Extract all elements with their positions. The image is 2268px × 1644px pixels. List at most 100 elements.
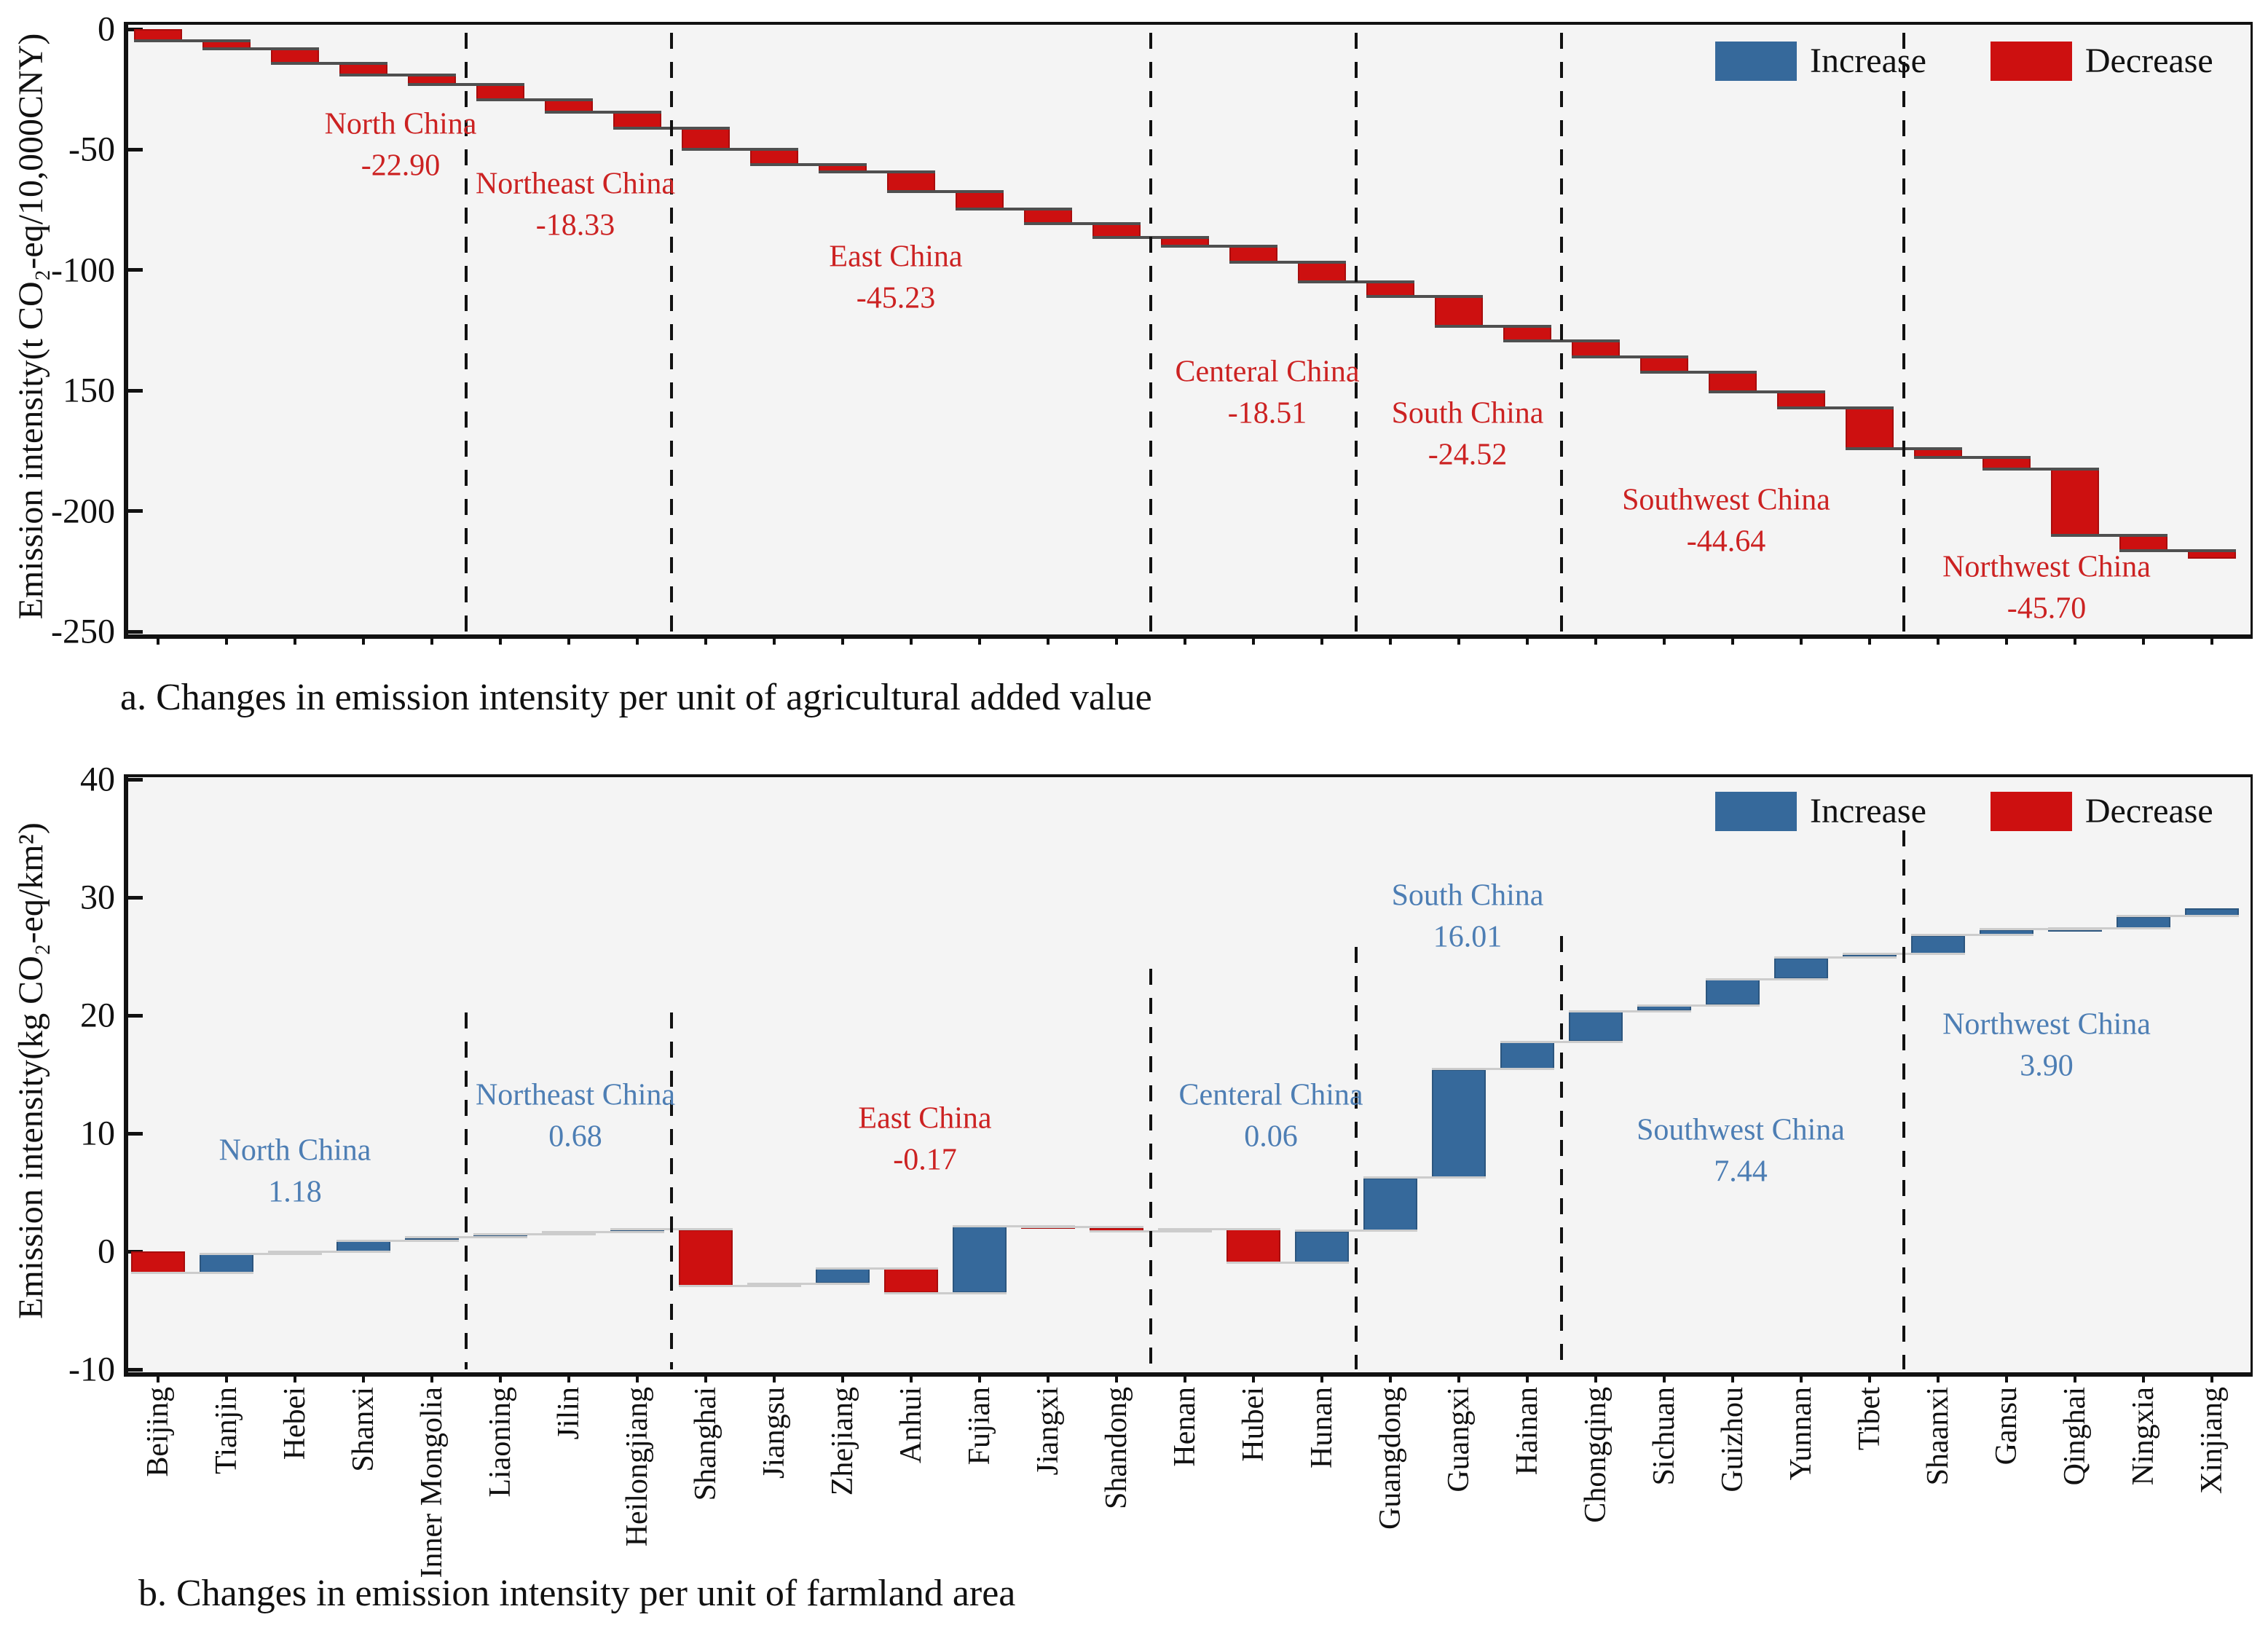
waterfall-connector [1774, 956, 1897, 959]
region-separator [1149, 33, 1152, 632]
region-separator [1902, 33, 1905, 632]
x-tick-label-jiangsu: Jiangsu [757, 1387, 791, 1479]
x-tick-label-henan: Henan [1168, 1387, 1202, 1467]
waterfall-connector [1572, 355, 1688, 358]
x-tick-label-beijing: Beijing [141, 1387, 175, 1477]
x-tick [1115, 634, 1118, 645]
x-tick [2005, 634, 2008, 645]
x-tick [2210, 634, 2213, 645]
panel-b-legend: Increase Decrease [1715, 791, 2213, 831]
region-label-a-north-china: North China -22.90 [324, 107, 477, 182]
waterfall-connector [1709, 390, 1825, 394]
x-tick [1731, 1372, 1734, 1383]
waterfall-connector [1024, 222, 1141, 226]
bar-a-qinghai [2051, 469, 2099, 536]
x-tick-label-tibet: Tibet [1853, 1387, 1886, 1451]
waterfall-connector [339, 73, 456, 76]
increase-legend-label: Increase [1810, 42, 1926, 80]
x-tick-label-guangdong: Guangdong [1374, 1387, 1407, 1530]
bar-a-yunnan [1777, 392, 1825, 408]
bar-a-hebei [271, 48, 319, 63]
region-separator [670, 33, 673, 632]
waterfall-connector [2117, 915, 2239, 918]
y-tick [124, 1131, 143, 1136]
x-tick-label-jiangxi: Jiangxi [1031, 1387, 1065, 1476]
x-tick [567, 634, 570, 645]
x-tick [1047, 1372, 1050, 1383]
x-tick-label-inner-mongolia: Inner Mongolia [415, 1387, 449, 1578]
x-tick [704, 1372, 707, 1383]
y-tick-label: -200 [51, 492, 115, 531]
waterfall-connector [884, 1291, 1007, 1294]
y-tick-label: 20 [80, 996, 115, 1035]
x-tick [2142, 634, 2145, 645]
x-tick [1868, 1372, 1871, 1383]
x-tick [567, 1372, 570, 1383]
waterfall-connector [1229, 261, 1346, 264]
x-tick [1047, 634, 1050, 645]
y-tick [124, 147, 143, 152]
y-tick-label: -50 [68, 130, 115, 169]
y-tick [124, 268, 143, 272]
x-tick [910, 1372, 913, 1383]
waterfall-connector [887, 189, 1004, 193]
x-tick [2074, 1372, 2076, 1383]
waterfall-connector [1914, 455, 2031, 459]
waterfall-connector [2051, 534, 2167, 538]
bar-b-chongqing [1569, 1011, 1623, 1042]
bar-b-guangdong [1363, 1177, 1417, 1231]
waterfall-connector [268, 1251, 390, 1254]
increase-legend-label: Increase [1810, 792, 1926, 830]
x-tick-label-gansu: Gansu [1990, 1387, 2023, 1466]
region-label-a-east-china: East China -45.23 [829, 240, 963, 315]
x-tick [1526, 1372, 1529, 1383]
waterfall-connector [956, 207, 1072, 211]
waterfall-connector [750, 163, 867, 166]
x-tick [978, 634, 981, 645]
y-tick-label: 0 [98, 9, 115, 49]
x-tick [1868, 634, 1871, 645]
waterfall-connector [1432, 1068, 1554, 1071]
x-tick [1389, 634, 1392, 645]
region-separator [1355, 33, 1358, 632]
region-label-b-south-china: South China 16.01 [1391, 878, 1544, 953]
region-separator [465, 33, 468, 632]
x-tick [362, 634, 365, 645]
waterfall-connector [1226, 1262, 1349, 1265]
bar-a-guizhou [1709, 372, 1757, 393]
region-separator [670, 1012, 673, 1369]
y-tick-label: -100 [51, 251, 115, 290]
region-separator [1149, 969, 1152, 1369]
x-tick [1594, 1372, 1597, 1383]
x-tick [2074, 634, 2076, 645]
bar-a-chongqing [1572, 341, 1620, 357]
x-tick [636, 634, 639, 645]
x-tick [362, 1372, 365, 1383]
x-tick [704, 634, 707, 645]
waterfall-connector [1637, 1004, 1760, 1007]
x-tick [225, 1372, 228, 1383]
y-tick [124, 1367, 143, 1372]
bar-b-fujian [953, 1226, 1007, 1294]
region-label-b-northeast-china: Northeast China 0.68 [475, 1078, 676, 1153]
bar-a-shanghai [682, 128, 730, 150]
x-tick [1800, 634, 1803, 645]
x-tick [1252, 1372, 1255, 1383]
waterfall-connector [953, 1224, 1075, 1227]
x-tick-label-hunan: Hunan [1305, 1387, 1339, 1468]
x-tick [430, 634, 433, 645]
x-tick-label-heilongjiang: Heilongjiang [621, 1387, 654, 1547]
region-label-a-centeral-china: Centeral China -18.51 [1175, 355, 1360, 430]
waterfall-connector [1569, 1010, 1691, 1012]
x-tick [1731, 634, 1734, 645]
x-tick [1389, 1372, 1392, 1383]
y-tick [124, 509, 143, 514]
waterfall-connector [542, 1231, 664, 1234]
x-tick-label-shanghai: Shanghai [689, 1387, 722, 1501]
x-tick [499, 634, 502, 645]
region-label-b-east-china: East China -0.17 [858, 1101, 992, 1176]
region-label-a-southwest-china: Southwest China -44.64 [1622, 483, 1830, 558]
x-tick [1457, 1372, 1460, 1383]
x-tick-label-xinjiang: Xinjiang [2195, 1387, 2229, 1494]
